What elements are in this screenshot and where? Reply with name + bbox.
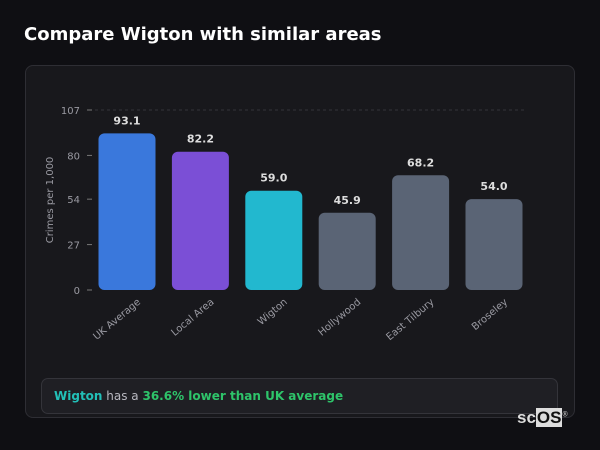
bar-uk-average bbox=[98, 133, 156, 290]
y-axis-label: Crimes per 1,000 bbox=[45, 157, 56, 244]
summary-comparison: 36.6% lower than UK average bbox=[142, 389, 344, 403]
bar-hollywood bbox=[318, 212, 376, 290]
data-label: 45.9 bbox=[334, 194, 361, 207]
summary-place: Wigton bbox=[54, 389, 103, 403]
data-label: 82.2 bbox=[187, 133, 214, 146]
page-title: Compare Wigton with similar areas bbox=[24, 24, 382, 45]
y-tick-label: 107 bbox=[61, 106, 80, 117]
x-tick-label: Broseley bbox=[470, 297, 510, 333]
x-tick-label: Wigton bbox=[256, 297, 290, 328]
y-tick-label: 80 bbox=[67, 151, 80, 162]
summary-text: has a bbox=[102, 389, 143, 403]
scos-logo: scOS® bbox=[517, 408, 568, 427]
y-tick-label: 54 bbox=[67, 195, 80, 206]
x-tick-label: Hollywood bbox=[316, 297, 363, 339]
bar-broseley bbox=[465, 199, 523, 290]
x-tick-label: UK Average bbox=[91, 297, 143, 343]
y-tick-label: 0 bbox=[74, 286, 80, 297]
y-tick-label: 27 bbox=[67, 241, 80, 252]
bar-east-tilbury bbox=[392, 175, 450, 290]
data-label: 59.0 bbox=[260, 172, 287, 185]
data-label: 54.0 bbox=[480, 180, 507, 193]
summary-box: Wigton has a 36.6% lower than UK average bbox=[41, 378, 558, 414]
data-label: 93.1 bbox=[113, 114, 140, 127]
data-label: 68.2 bbox=[407, 156, 434, 169]
x-tick-label: East Tilbury bbox=[385, 297, 437, 343]
x-tick-label: Local Area bbox=[169, 297, 216, 339]
bar-wigton bbox=[245, 190, 303, 290]
bar-local-area bbox=[171, 151, 229, 290]
